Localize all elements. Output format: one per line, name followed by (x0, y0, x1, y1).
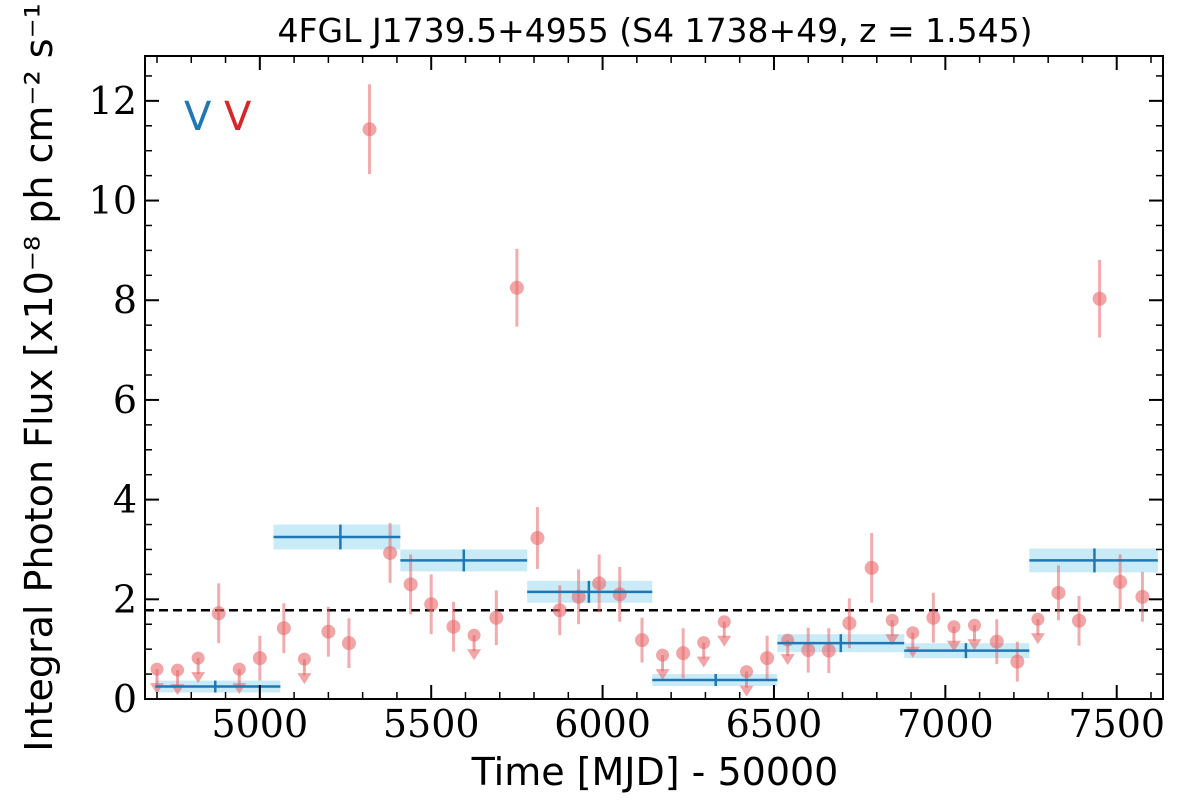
plot-area: 5000 5500 6000 6500 7000 7500 0 2 4 6 8 10 12 (89, 55, 1165, 746)
upper-limit-point-27 (717, 615, 731, 629)
data-point-6 (276, 621, 291, 636)
upper-limit-point-28 (740, 665, 754, 679)
upper-limit-point-36 (906, 626, 920, 640)
data-point-20 (571, 589, 586, 604)
upper-limit-arrow-26 (696, 656, 711, 668)
upper-limit-arrow-2 (191, 672, 206, 684)
y-tick-label-4: 8 (113, 278, 137, 322)
x-tick-label-5: 7500 (1068, 702, 1165, 746)
data-point-16 (489, 610, 504, 625)
y-tick-label-0: 0 (113, 677, 137, 721)
upper-limit-point-2 (191, 651, 205, 665)
data-point-18 (530, 531, 545, 546)
data-point-9 (341, 636, 356, 651)
data-point-12 (403, 577, 418, 592)
y-tick-label-3: 6 (113, 378, 137, 422)
data-point-45 (1092, 291, 1107, 306)
upper-limit-arrow-39 (967, 639, 982, 651)
data-point-43 (1051, 585, 1066, 600)
x-axis-label: Time [MJD] - 50000 (471, 750, 839, 794)
data-point-22 (612, 587, 627, 602)
x-tick-label-2: 6000 (554, 702, 651, 746)
upper-limit-arrow-27 (717, 635, 732, 647)
upper-limit-point-39 (967, 618, 981, 632)
data-point-25 (676, 646, 691, 661)
x-tick-label-3: 6500 (726, 702, 823, 746)
upper-limit-arrow-38 (946, 640, 961, 652)
y-tick-label-1: 2 (113, 577, 137, 621)
upper-limit-point-15 (467, 628, 481, 642)
data-point-46 (1113, 574, 1128, 589)
upper-limit-arrow-7 (297, 673, 312, 685)
data-point-47 (1135, 589, 1150, 604)
data-point-10 (362, 122, 377, 137)
data-point-29 (760, 651, 775, 666)
x-tick-label-4: 7000 (897, 702, 994, 746)
data-point-14 (446, 619, 461, 634)
chart-title: 4FGL J1739.5+4955 (S4 1738+49, z = 1.545… (278, 11, 1033, 50)
marker-v-red: V (224, 94, 252, 140)
upper-limit-point-26 (697, 636, 711, 650)
y-tick-label-6: 12 (89, 79, 137, 123)
data-point-33 (842, 616, 857, 631)
plot-frame (144, 55, 1164, 700)
data-point-40 (989, 634, 1004, 649)
data-point-23 (635, 633, 650, 648)
upper-limit-arrow-28 (739, 685, 754, 697)
data-point-3 (211, 606, 226, 621)
marker-v-blue: V (184, 94, 212, 140)
y-axis-label: Integral Photon Flux [x10⁻⁸ ph cm⁻² s⁻¹] (17, 0, 61, 752)
data-point-13 (424, 597, 439, 612)
upper-limit-point-38 (947, 620, 961, 634)
x-tick-label-0: 5000 (211, 702, 308, 746)
data-point-34 (864, 560, 879, 575)
data-point-44 (1072, 613, 1087, 628)
y-tick-label-2: 4 (113, 478, 137, 522)
data-point-32 (821, 643, 836, 658)
upper-limit-arrow-35 (885, 634, 900, 646)
data-point-19 (552, 603, 567, 618)
data-point-8 (321, 624, 336, 639)
y-tick-label-5: 10 (89, 179, 137, 223)
corner-markers: V V (184, 94, 252, 140)
upper-limit-point-30 (781, 633, 795, 647)
upper-limit-point-7 (297, 652, 311, 666)
upper-limit-arrow-15 (467, 649, 482, 661)
upper-limit-point-24 (656, 648, 670, 662)
x-tick-label-1: 5500 (383, 702, 480, 746)
upper-limit-point-0 (150, 662, 164, 676)
data-point-11 (383, 545, 398, 560)
data-point-5 (252, 651, 267, 666)
data-point-41 (1010, 654, 1025, 669)
upper-limit-point-1 (171, 663, 185, 677)
upper-limit-arrow-24 (655, 669, 670, 681)
upper-limit-arrow-30 (780, 654, 795, 666)
data-point-37 (926, 610, 941, 625)
upper-limit-point-4 (232, 662, 246, 676)
upper-limit-arrow-42 (1030, 633, 1045, 645)
data-point-17 (509, 280, 524, 295)
upper-limit-point-42 (1031, 612, 1045, 626)
upper-limit-point-35 (885, 613, 899, 627)
data-point-21 (592, 576, 607, 591)
data-point-31 (801, 643, 816, 658)
